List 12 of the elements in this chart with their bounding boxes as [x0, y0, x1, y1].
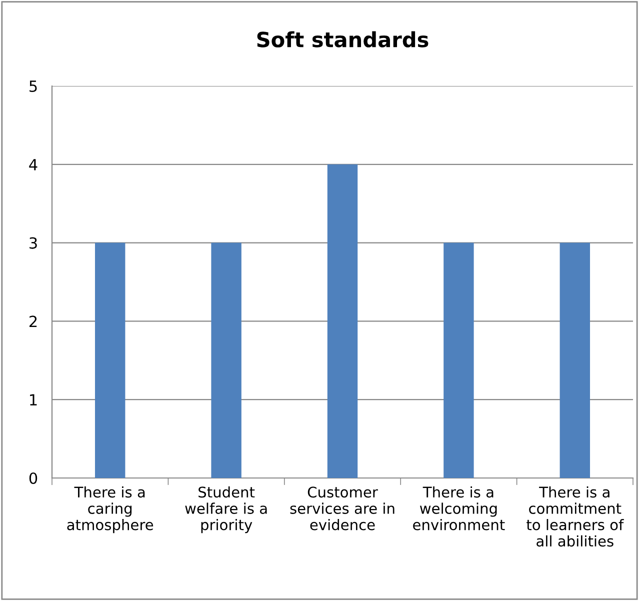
- x-tick-label: Student welfare is a priority: [185, 486, 267, 534]
- y-tick-label: 2: [30, 316, 37, 328]
- y-tick-label: 4: [29, 159, 38, 170]
- chart-title: Soft standards: [257, 31, 428, 48]
- x-tick-label: Customer services are in evidence: [290, 486, 394, 530]
- x-tick-label: There is a commitment to learners of all abilities: [526, 486, 624, 547]
- y-tick-label: 1: [30, 394, 37, 406]
- y-tick-label: 3: [30, 237, 37, 249]
- y-tick-label: 5: [30, 80, 37, 92]
- y-tick-label: 0: [29, 472, 38, 484]
- x-tick-label: There is a caring atmosphere: [67, 486, 154, 534]
- x-tick-label: There is a welcoming environment: [413, 486, 505, 530]
